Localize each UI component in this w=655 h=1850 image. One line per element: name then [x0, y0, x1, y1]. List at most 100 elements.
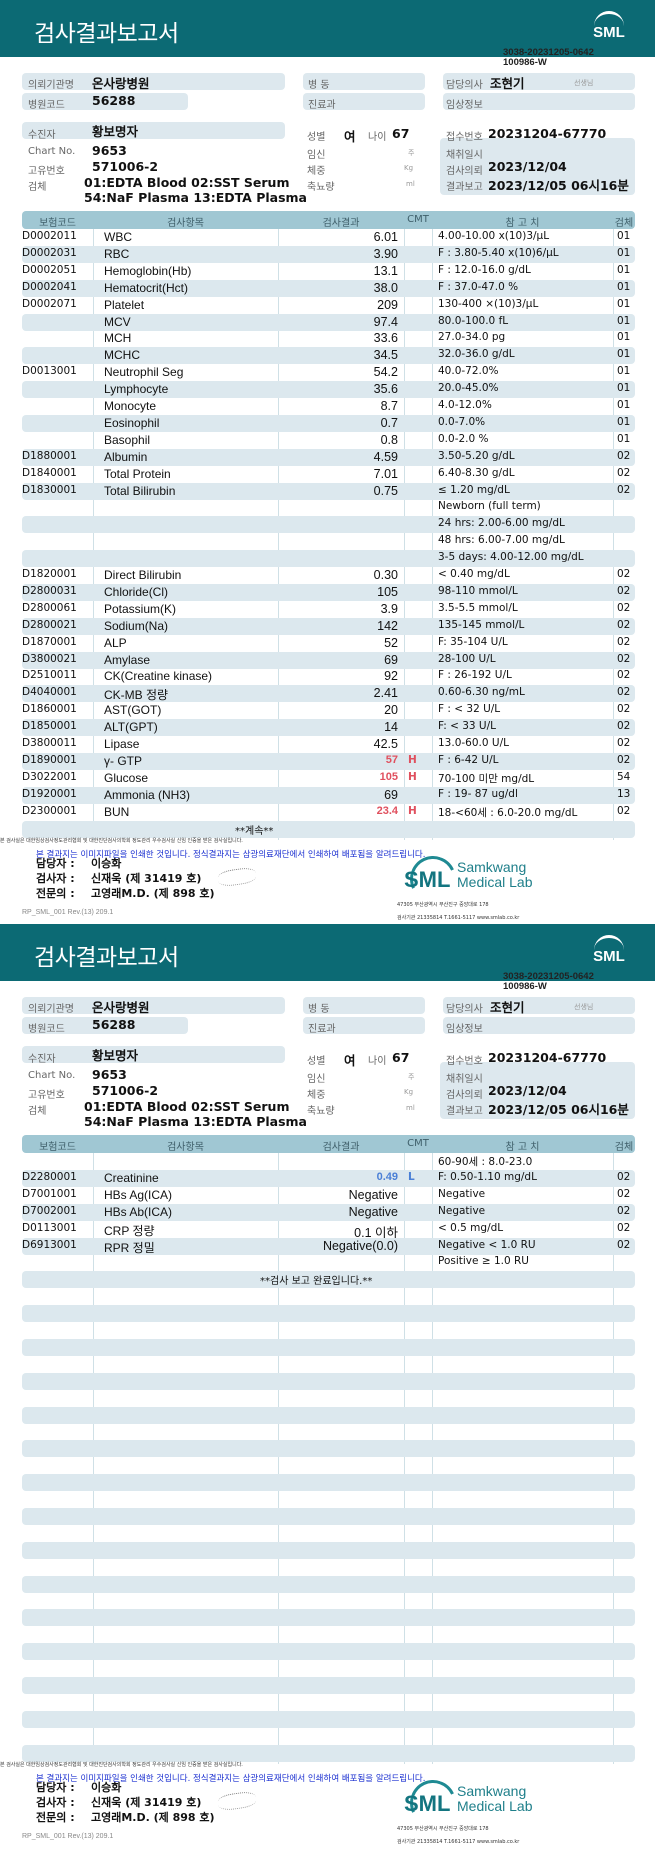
specimen-code: 02	[617, 1204, 631, 1217]
specimen-code: 01	[617, 297, 631, 310]
value-institution: 온사랑병원	[92, 76, 150, 91]
reference-range: 20.0-45.0%	[438, 382, 499, 395]
document-id-line1: 3038-20231205-0642	[503, 971, 594, 982]
end-note: **검사 보고 완료입니다.**	[260, 1276, 373, 1288]
test-result: 52	[384, 635, 398, 650]
specimen-code: 54	[617, 770, 631, 783]
table-row: Monocyte 8.7 4.0-12.0% 01	[22, 398, 635, 415]
table-header: 보험코드 검사항목 검사결과 CMT 참 고 치 검체	[22, 1135, 635, 1153]
specimen-code: 01	[617, 348, 631, 361]
label-requested: 검사의뢰	[446, 166, 483, 177]
table-row: Eosinophil 0.7 0.0-7.0% 01	[22, 414, 635, 432]
value-sex: 여	[344, 129, 356, 144]
document-id-line2: 100986-W	[503, 57, 547, 68]
info-box	[22, 1046, 285, 1063]
value-receipt: 20231204-67770	[488, 126, 607, 141]
reference-range: 40.0-72.0%	[438, 365, 499, 378]
table-row: D0002011 WBC 6.01 4.00-10.00 x(10)3/μL 01	[22, 229, 635, 246]
insurance-code: D0002071	[22, 297, 77, 310]
table-row	[22, 1322, 635, 1339]
table-row: D1880001 Albumin 4.59 3.50-5.20 g/dL 02	[22, 448, 635, 466]
insurance-code: D0002031	[22, 246, 77, 259]
brand-name: Samkwang Medical Lab	[457, 860, 533, 890]
column-header: 검체	[614, 1142, 634, 1153]
lab-address: 47305 부산광역시 부산진구 중앙대로 178	[397, 902, 489, 908]
test-item: ALP	[104, 635, 127, 650]
value-unique: 571006-2	[92, 1083, 159, 1098]
label-age: 나이	[368, 1056, 387, 1067]
table-row	[22, 1744, 635, 1762]
table-row: D1870001 ALP 52 F: 35-104 U/L 02	[22, 635, 635, 652]
specimen-code: 02	[617, 1238, 631, 1251]
reference-range: 18-<60세 : 6.0-20.0 mg/dL	[438, 806, 578, 819]
label-collected: 채취일시	[446, 150, 483, 161]
specimen-code: 02	[617, 703, 631, 716]
table-row	[22, 1694, 635, 1711]
test-item: Potassium(K)	[104, 601, 177, 616]
specimen-code: 02	[617, 449, 631, 462]
value-patient: 황보명자	[92, 1048, 139, 1063]
label-collected: 채취일시	[446, 1074, 483, 1085]
label-sex: 성별	[307, 132, 326, 143]
specimen-code: 01	[617, 314, 631, 327]
table-row	[22, 1305, 635, 1323]
reference-range: F : 19- 87 ug/dl	[438, 787, 518, 800]
result-flag: H	[408, 753, 417, 766]
insurance-code: D1860001	[22, 703, 77, 716]
table-row: D3800021 Amylase 69 28-100 U/L 02	[22, 651, 635, 669]
specimen-code: 01	[617, 399, 631, 411]
label-reported: 결과보고	[446, 182, 483, 193]
test-item: Basophil	[104, 432, 151, 447]
reference-range: 48 hrs: 6.00-7.00 mg/dL	[438, 534, 565, 547]
value-hospital-code: 56288	[92, 1017, 136, 1032]
test-item: MCV	[104, 314, 131, 329]
test-item: WBC	[104, 230, 132, 244]
table-row: D6913001 RPR 정밀 Negative(0.0) Negative < 1.…	[22, 1237, 635, 1255]
reference-range: 0.60-6.30 ng/mL	[438, 686, 525, 699]
reference-range: F : 26-192 U/L	[438, 669, 512, 682]
test-item: Albumin	[104, 449, 148, 464]
reference-range: 70-100 미만 mg/dL	[438, 772, 535, 785]
reference-range: F: 35-104 U/L	[438, 635, 508, 648]
table-row	[22, 1507, 635, 1525]
insurance-code: D2280001	[22, 1170, 77, 1183]
test-result: 6.01	[373, 230, 398, 244]
logo-text: SML	[404, 867, 451, 892]
brand-line1: Samkwang	[457, 859, 527, 875]
insurance-code: D3800011	[22, 737, 77, 749]
value-reported: 2023/12/05 06시16분	[488, 1102, 629, 1117]
table-row	[22, 1626, 635, 1643]
specimen-code: 02	[617, 669, 631, 682]
staff-line: 담당자 : 이승화	[36, 1782, 121, 1794]
result-flag: L	[408, 1170, 415, 1183]
table-row: MCV 97.4 80.0-100.0 fL 01	[22, 313, 635, 331]
test-result: 0.30	[373, 568, 398, 582]
label-institution: 의뢰기관명	[28, 1004, 74, 1015]
insurance-code: D7002001	[22, 1204, 77, 1217]
info-box	[303, 1017, 425, 1034]
label-urine: 축뇨량	[307, 1106, 335, 1117]
table-row: D3800011 Lipase 42.5 13.0-60.0 U/L 02	[22, 736, 635, 753]
reference-range: 4.0-12.0%	[438, 399, 492, 411]
table-row	[22, 1660, 635, 1677]
brand-line1: Samkwang	[457, 1783, 527, 1799]
test-result: 33.6	[373, 331, 398, 346]
label-weight: 체중	[307, 1090, 326, 1101]
table-row	[22, 1559, 635, 1576]
staff-role: 담당자 :	[36, 1781, 75, 1794]
reference-range: < 0.40 mg/dL	[438, 568, 510, 580]
value-specimen-1: 01:EDTA Blood 02:SST Serum	[84, 1099, 290, 1114]
value-patient: 황보명자	[92, 124, 139, 139]
insurance-code: D3022001	[22, 770, 77, 783]
staff-name: 신재욱 (제 31419 호)	[91, 1796, 202, 1809]
insurance-code: D6913001	[22, 1238, 77, 1251]
lab-contact: 검사기관 21335814 T.1661-5117 www.smlab.co.k…	[397, 1839, 520, 1845]
label-ward: 병 동	[308, 1004, 330, 1015]
value-requested: 2023/12/04	[488, 1083, 567, 1098]
table-row: **검사 보고 완료입니다.**	[22, 1271, 635, 1289]
lab-address: 47305 부산광역시 부산진구 중앙대로 178	[397, 1826, 489, 1832]
column-header: 참 고 치	[505, 1142, 540, 1153]
specimen-code: 02	[617, 1170, 631, 1183]
test-result: 142	[377, 618, 398, 633]
label-department: 진료과	[308, 100, 336, 111]
